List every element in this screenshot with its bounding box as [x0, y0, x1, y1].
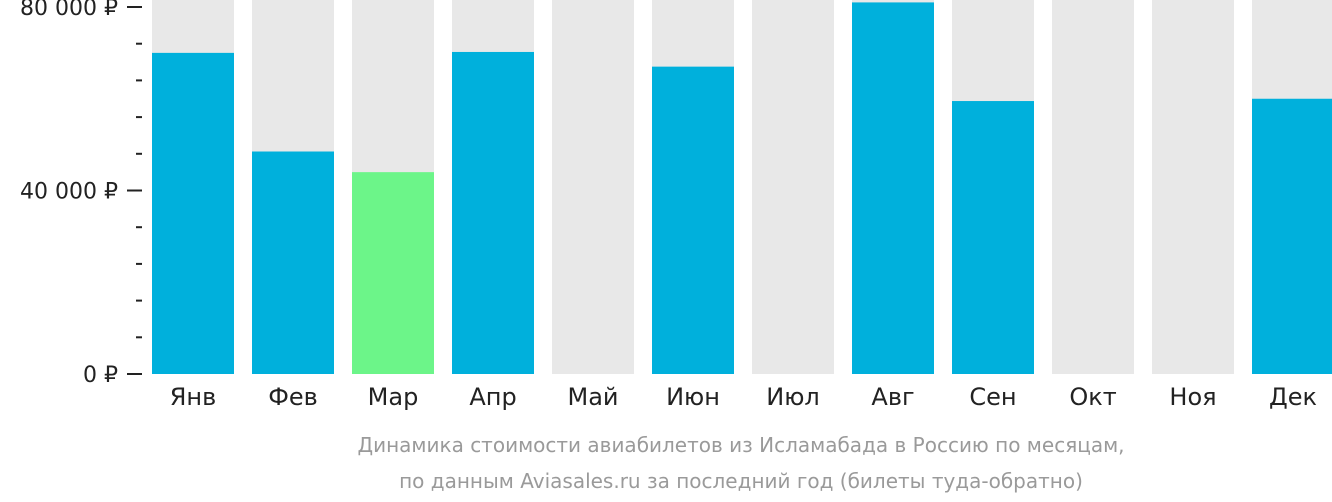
x-tick-label: Мар: [368, 383, 419, 411]
bar: [1252, 98, 1332, 374]
y-tick-label: 0 ₽: [83, 363, 118, 388]
bar: [352, 172, 434, 374]
x-axis: Янв Фев Мар Апр Май Июн Июл Авг Сен Окт Ноя Дек: [170, 383, 1317, 411]
bar: [652, 66, 734, 374]
bar-background: [1152, 0, 1234, 374]
x-tick-label: Дек: [1269, 383, 1317, 411]
x-tick-label: Апр: [469, 383, 516, 411]
bar-background: [752, 0, 834, 374]
y-axis: 0 ₽ 40 000 ₽ 80 000 ₽: [20, 0, 142, 388]
y-tick-label: 80 000 ₽: [20, 0, 118, 21]
x-tick-label: Июн: [666, 383, 720, 411]
bar: [152, 52, 234, 374]
x-tick-label: Ноя: [1169, 383, 1216, 411]
y-tick-label: 40 000 ₽: [20, 180, 118, 205]
x-tick-label: Июл: [766, 383, 820, 411]
x-tick-label: Окт: [1069, 383, 1116, 411]
x-tick-label: Авг: [871, 383, 914, 411]
x-tick-label: Сен: [969, 383, 1016, 411]
x-tick-label: Май: [567, 383, 618, 411]
bar: [952, 101, 1034, 374]
bar: [252, 151, 334, 374]
data-bars: [152, 2, 1332, 375]
chart-subtitle: по данным Aviasales.ru за последний год …: [399, 469, 1083, 493]
chart-title: Динамика стоимости авиабилетов из Ислама…: [357, 433, 1124, 457]
bar-background: [552, 0, 634, 374]
x-tick-label: Янв: [170, 383, 217, 411]
x-tick-label: Фев: [268, 383, 318, 411]
bar: [852, 2, 934, 374]
bar: [452, 51, 534, 375]
bar-background: [1052, 0, 1134, 374]
